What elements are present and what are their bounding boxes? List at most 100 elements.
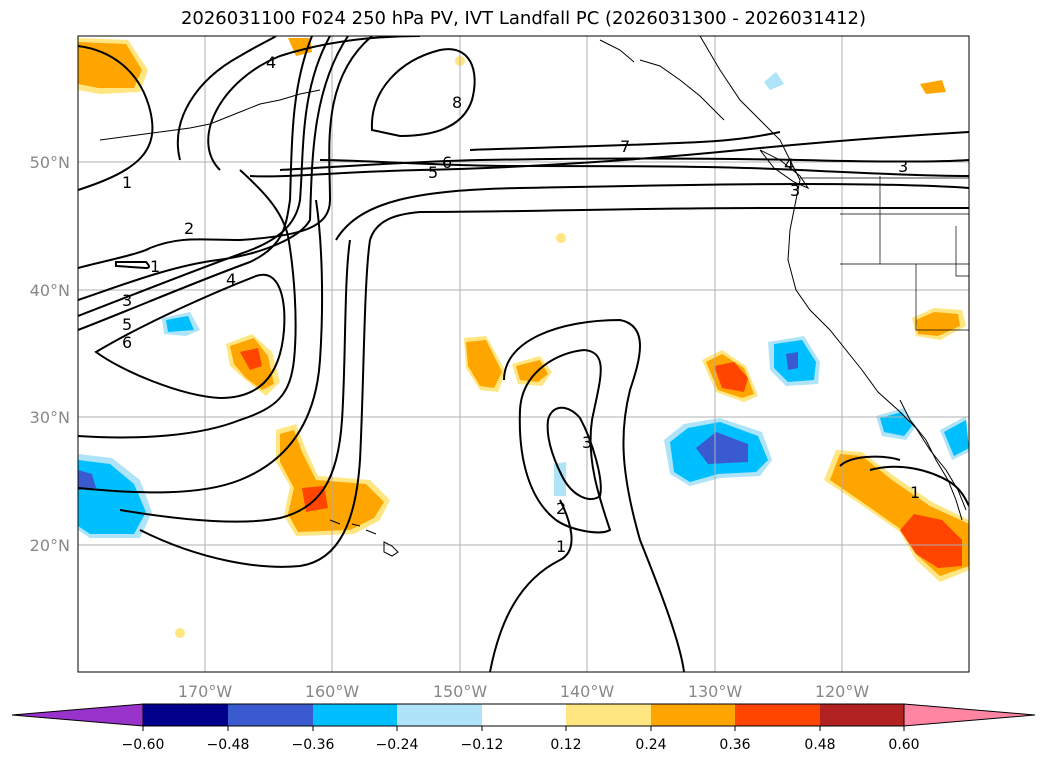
pv-contour-line <box>115 261 150 270</box>
lon-tick-label: 140°W <box>560 682 615 701</box>
colorbar-tick-label: 0.48 <box>804 737 835 753</box>
contour-label: 3 <box>790 181 800 200</box>
colorbar-segment <box>735 704 820 726</box>
ivt-negative-area <box>696 432 748 464</box>
pv-contour-line <box>78 36 349 301</box>
hawaii-islands <box>329 519 399 557</box>
ivt-negative-area <box>166 316 194 332</box>
ivt-positive-area <box>175 628 185 638</box>
alaska-islands <box>639 59 725 121</box>
pv-contour-line <box>503 318 685 672</box>
pv-contour-line <box>176 36 277 161</box>
ivt-negative-area <box>944 420 969 456</box>
colorbar: −0.60 −0.48 −0.36 −0.24 −0.12 0.12 0.24 … <box>11 703 1036 753</box>
colorbar-tick-label: 0.12 <box>550 737 581 753</box>
pv-contour-line <box>78 199 324 494</box>
contour-label: 3 <box>582 433 592 452</box>
colorbar-extend-right <box>903 703 1036 727</box>
contour-label: 7 <box>620 137 630 156</box>
colorbar-tick-label: 0.24 <box>635 737 666 753</box>
lat-tick-label: 30°N <box>30 408 70 427</box>
colorbar-tick-label: −0.60 <box>122 737 165 753</box>
lon-tick-label: 150°W <box>433 682 488 701</box>
colorbar-tick-label: −0.24 <box>376 737 419 753</box>
colorbar-tick-label: −0.36 <box>292 737 335 753</box>
ivt-positive-area <box>516 360 548 382</box>
contour-label: 4 <box>784 155 794 174</box>
pv-contour-line <box>839 455 901 467</box>
pv-contour-line <box>469 131 781 151</box>
ivt-positive-area <box>556 233 566 243</box>
ivt-negative-area <box>78 460 146 534</box>
lon-tick-labels: 170°W 160°W 150°W 140°W 130°W 120°W <box>178 682 870 701</box>
ivt-positive-area <box>900 514 962 568</box>
contour-label: 8 <box>452 93 462 112</box>
lon-tick-label: 130°W <box>688 682 743 701</box>
colorbar-tick-label: 0.60 <box>888 737 919 753</box>
pv-contours <box>78 36 969 672</box>
colorbar-segment <box>482 704 566 726</box>
ivt-negative-area <box>764 72 784 90</box>
colorbar-segment <box>820 704 904 726</box>
chart-title: 2026031100 F024 250 hPa PV, IVT Landfall… <box>180 8 867 29</box>
ivt-positive-area <box>466 340 502 388</box>
contour-label: 4 <box>266 53 276 72</box>
ivt-positive-area <box>714 362 748 392</box>
colorbar-segment <box>143 704 228 726</box>
colorbar-segment <box>228 704 313 726</box>
contour-label: 5 <box>122 315 132 334</box>
pv-contour-line <box>78 36 313 331</box>
pv-contour-line <box>335 182 969 241</box>
ivt-positive-area <box>920 80 946 94</box>
pv-contour-line <box>119 239 351 523</box>
pv-contour-line <box>370 48 476 138</box>
contour-label: 1 <box>150 257 160 276</box>
contour-label: 2 <box>184 219 194 238</box>
contour-label: 3 <box>898 157 908 176</box>
contour-label: 1 <box>910 483 920 502</box>
contour-label: 5 <box>428 163 438 182</box>
ivt-negative-area <box>78 470 96 490</box>
colorbar-segment <box>566 704 651 726</box>
colorbar-tick-label: 0.36 <box>719 737 750 753</box>
map-area <box>78 36 969 672</box>
colorbar-extend-left <box>11 703 144 727</box>
colorbar-segment <box>313 704 397 726</box>
pv-contour-line <box>489 499 573 672</box>
contour-label: 1 <box>122 173 132 192</box>
pv-contour-line <box>78 45 154 191</box>
lon-tick-label: 160°W <box>305 682 360 701</box>
ivt-positive-area <box>240 348 262 370</box>
pv-contour-line <box>869 465 969 507</box>
pv-contour-line <box>518 348 612 534</box>
contour-label: 3 <box>122 291 132 310</box>
ivt-negative-area <box>786 352 798 370</box>
ivt-positive-area <box>78 42 142 88</box>
coastlines <box>99 36 969 557</box>
baja-coast <box>899 399 963 521</box>
pv-contour-line <box>207 36 421 171</box>
pv-contour-line <box>249 131 969 178</box>
pv-contour-line <box>546 406 602 501</box>
lat-tick-label: 50°N <box>30 153 70 172</box>
colorbar-segment <box>397 704 482 726</box>
contour-label: 1 <box>556 537 566 556</box>
pv-contour-line <box>78 36 373 269</box>
north-america-coast <box>699 36 967 511</box>
colorbar-segment <box>651 704 735 726</box>
colorbar-frame <box>142 703 905 727</box>
map-gridlines <box>78 36 969 672</box>
lon-tick-label: 120°W <box>815 682 870 701</box>
contour-label: 6 <box>122 333 132 352</box>
ivt-negative-area <box>880 412 912 436</box>
pv-contour-line <box>139 206 969 568</box>
alaska-islands <box>599 39 635 63</box>
state-borders <box>840 176 969 331</box>
aleutian-islands <box>99 89 321 141</box>
contour-label: 4 <box>226 270 236 289</box>
lon-tick-label: 170°W <box>178 682 233 701</box>
contour-label: 2 <box>556 499 566 518</box>
lat-tick-labels: 50°N 40°N 30°N 20°N <box>30 153 70 555</box>
lat-tick-label: 40°N <box>30 281 70 300</box>
